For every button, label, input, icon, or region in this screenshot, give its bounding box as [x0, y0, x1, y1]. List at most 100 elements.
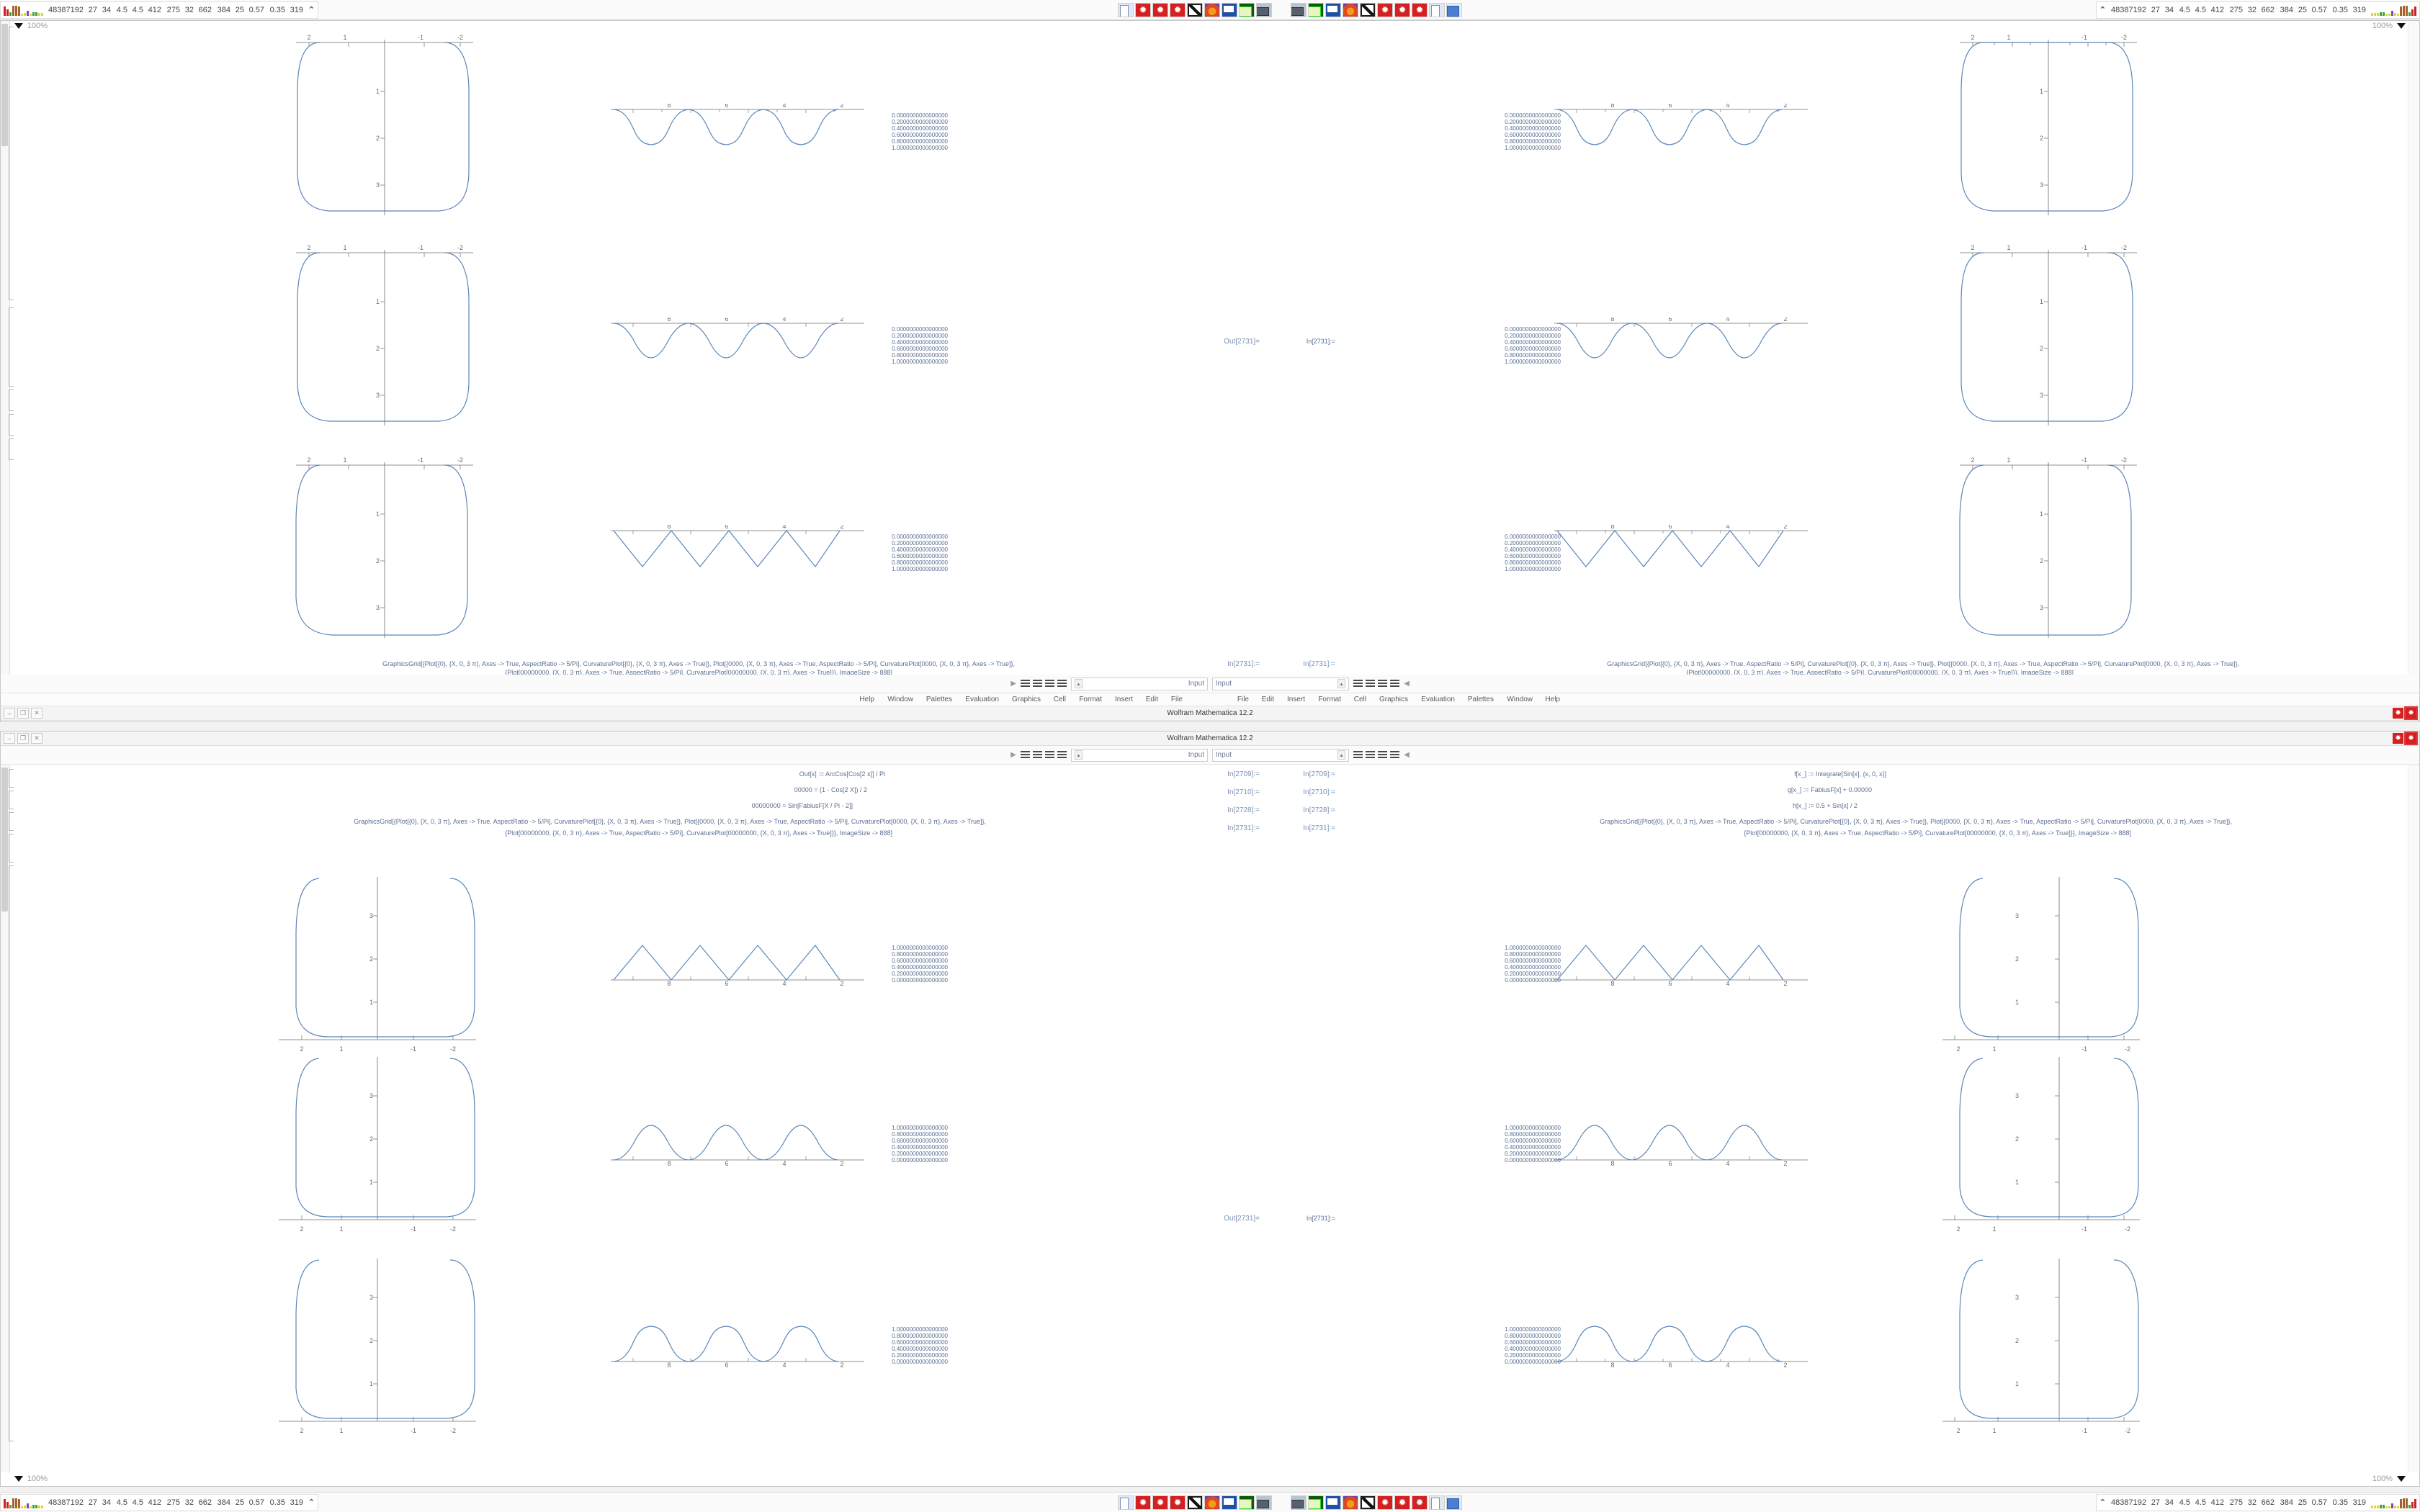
app-icon-calculator-2[interactable] — [1118, 2, 1134, 17]
align-left-icon-3[interactable] — [1390, 751, 1399, 759]
mathematica-window-bottom[interactable]: ✹ ✹ Wolfram Mathematica 12.2 – ❐ ✕ ◀ ▴ I… — [0, 731, 2420, 1487]
menu-item-cell-r[interactable]: Cell — [1354, 696, 1367, 703]
app-icon-mathematica-b5[interactable] — [1152, 1495, 1168, 1510]
chevron-right-icon[interactable]: ▶ — [1010, 680, 1016, 688]
align-right-icon-2[interactable] — [1033, 680, 1042, 688]
menubar-top[interactable]: Help Window Palettes Evaluation Graphics… — [1, 693, 2419, 706]
cell-label-out-mid-bottom[interactable]: Out[2731]= — [1224, 1215, 1260, 1223]
align-group-left-2[interactable] — [1353, 751, 1399, 759]
app-icon-calculator[interactable] — [1429, 2, 1445, 17]
menu-item-edit[interactable]: Edit — [1145, 696, 1158, 703]
titlebar-bottom[interactable]: ✹ ✹ Wolfram Mathematica 12.2 – ❐ ✕ — [1, 732, 2419, 746]
chevron-right-icon-2[interactable]: ▶ — [1010, 751, 1016, 759]
window-controls-bottom[interactable]: – ❐ ✕ — [4, 733, 42, 744]
cell-bracket[interactable] — [9, 390, 14, 411]
code-line-br-3[interactable]: GraphicsGrid[{Plot[{0}, {X, 0, 3 π}, Axe… — [354, 818, 986, 825]
code-line-right-0[interactable]: GraphicsGrid[{Plot[{0}, {X, 0, 3 π}, Axe… — [382, 660, 1015, 667]
app-icon-mathematica-3[interactable] — [1377, 2, 1393, 17]
app-icon-mathematica-b2[interactable] — [1394, 1495, 1410, 1510]
menu-item-graphics[interactable]: Graphics — [1011, 696, 1041, 703]
app-icon-blue-window[interactable] — [1446, 2, 1462, 17]
code-line-br-4[interactable]: {Plot[00000000, {X, 0, 3 π}, Axes -> Tru… — [505, 829, 892, 837]
cell-bracket[interactable] — [9, 438, 14, 460]
app-icon-settings-b[interactable] — [1291, 1495, 1307, 1510]
align-justify-icon[interactable] — [1353, 680, 1363, 688]
app-icon-mathematica-b4[interactable] — [1170, 1495, 1186, 1510]
cell-label-bl-3[interactable]: In[2731]:= — [1303, 824, 1335, 832]
code-line-b-0[interactable]: f[x_] := Integrate[Sin[x], {x, 0, x}] — [1794, 770, 1886, 778]
window-controls-top[interactable]: – ❐ ✕ — [4, 708, 42, 719]
app-icon-settings[interactable] — [1291, 2, 1307, 17]
expand-caret-icon-bottom-right[interactable]: ⌃ — [308, 1498, 315, 1507]
align-right-icon-3[interactable] — [1366, 751, 1375, 759]
cell-label-b-1[interactable]: In[2710]:= — [1227, 788, 1260, 796]
spinner-icon-4[interactable]: ▴ — [1075, 750, 1083, 760]
menu-item-evaluation-r[interactable]: Evaluation — [1421, 696, 1455, 703]
app-icon-terminal-b[interactable] — [1360, 1495, 1376, 1510]
align-right-icon[interactable] — [1366, 680, 1375, 688]
spinner-icon-3[interactable]: ▴ — [1337, 750, 1345, 760]
menu-item-file-r[interactable]: File — [1237, 696, 1250, 703]
code-line-1[interactable]: {Plot[00000000, {X, 0, 3 π}, Axes -> Tru… — [1686, 669, 2074, 675]
app-icon-machine[interactable] — [1256, 2, 1272, 17]
zoom-control-left[interactable]: 100% — [2365, 22, 2413, 30]
menu-item-cell[interactable]: Cell — [1053, 696, 1066, 703]
menu-item-insert[interactable]: Insert — [1114, 696, 1133, 703]
menu-item-insert-r[interactable]: Insert — [1287, 696, 1306, 703]
mathematica-spikey-icon[interactable]: ✹ — [2404, 706, 2418, 720]
app-icon-blue-window-b[interactable] — [1446, 1495, 1462, 1510]
align-center-icon-4[interactable] — [1045, 751, 1054, 759]
maximize-button[interactable]: ❐ — [17, 708, 29, 719]
caret-down-icon-4[interactable] — [14, 1476, 23, 1482]
app-icon-green-screen-b[interactable] — [1239, 1495, 1255, 1510]
cell-label-b-2[interactable]: In[2728]:= — [1227, 806, 1260, 814]
maximize-button-2[interactable]: ❐ — [17, 733, 29, 744]
notebook-canvas-bottom[interactable]: f[x_] := Integrate[Sin[x], {x, 0, x}] g[… — [1, 765, 2419, 1472]
app-icon-mathematica-2[interactable] — [1394, 2, 1410, 17]
code-line-b-4[interactable]: {Plot[00000000, {X, 0, 3 π}, Axes -> Tru… — [1744, 829, 2131, 837]
menu-item-format-r[interactable]: Format — [1318, 696, 1342, 703]
close-button-2[interactable]: ✕ — [31, 733, 42, 744]
cell-label-in-0[interactable]: In[2731]:= — [1227, 660, 1260, 668]
system-stats-panel-bottom[interactable]: 319 0.35 0.57 25 384 662 32 275 412 4.5 … — [2095, 1493, 2420, 1511]
app-icon-mathematica-4[interactable] — [1170, 2, 1186, 17]
formatting-toolbar-top[interactable]: ◀ ▴ Input Input ▴ ▶ — [1, 675, 2419, 693]
align-group-right[interactable] — [1021, 680, 1067, 688]
align-left-icon-2[interactable] — [1057, 680, 1067, 688]
app-icon-mathematica-b3[interactable] — [1377, 1495, 1393, 1510]
app-icon-floppy-b[interactable] — [1222, 1495, 1237, 1510]
app-icon-calculator-b2[interactable] — [1118, 1495, 1134, 1510]
app-icon-firefox-b[interactable] — [1343, 1495, 1358, 1510]
app-icon-save-b[interactable] — [1325, 1495, 1341, 1510]
zoom-control-right[interactable]: 100% — [7, 22, 55, 30]
cell-bracket[interactable] — [9, 769, 14, 788]
align-right-icon-4[interactable] — [1033, 751, 1042, 759]
cell-bracket[interactable] — [9, 865, 14, 1441]
align-group-left[interactable] — [1353, 680, 1399, 688]
code-line-br-0[interactable]: Out[x] := ArcCos[Cos[2 x]] / Pi — [799, 770, 885, 778]
code-line-b-2[interactable]: h[x_] := 0.5 + Sin[x] / 2 — [1792, 802, 1857, 809]
cell-label-out-mid-top[interactable]: Out[2731]= — [1224, 338, 1260, 346]
menu-item-file[interactable]: File — [1170, 696, 1183, 703]
menu-item-window-r[interactable]: Window — [1507, 696, 1533, 703]
app-icon-mathematica-b1[interactable] — [1412, 1495, 1428, 1510]
app-icon-machine-b[interactable] — [1256, 1495, 1272, 1510]
app-icon-terminal[interactable] — [1360, 2, 1376, 17]
app-icon-green-terminal-b[interactable] — [1308, 1495, 1324, 1510]
menu-item-palettes[interactable]: Palettes — [926, 696, 952, 703]
code-line-br-1[interactable]: 00000 = (1 - Cos[2 X]) / 2 — [794, 786, 867, 793]
align-justify-icon-4[interactable] — [1021, 751, 1030, 759]
app-icon-firefox[interactable] — [1343, 2, 1358, 17]
cell-style-select-top[interactable]: ▴ Input — [1212, 677, 1349, 690]
notebook-canvas-top[interactable]: -2 -1 1 2 1 2 3 — [1, 21, 2419, 675]
app-icon-save[interactable] — [1325, 2, 1341, 17]
expand-caret-icon[interactable]: ⌃ — [2099, 6, 2106, 14]
align-center-icon-3[interactable] — [1378, 751, 1387, 759]
cell-bracket[interactable] — [9, 27, 14, 300]
align-center-icon[interactable] — [1378, 680, 1387, 688]
align-group-right-2[interactable] — [1021, 751, 1067, 759]
cell-label-bl-2[interactable]: In[2728]:= — [1303, 806, 1335, 814]
cell-style-select-bottom[interactable]: ▴ Input — [1212, 748, 1349, 762]
app-icon-floppy[interactable] — [1222, 2, 1237, 17]
menu-item-edit-r[interactable]: Edit — [1262, 696, 1275, 703]
